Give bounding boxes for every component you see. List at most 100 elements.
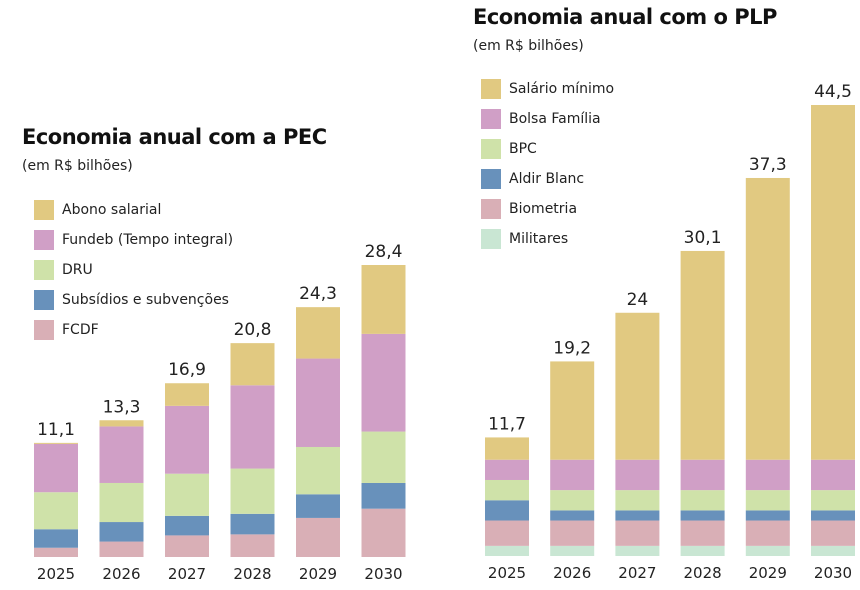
bar-segment-militares-2027: [615, 545, 660, 556]
bar-segment-militares-2026: [550, 545, 595, 556]
bar-segment-bpc-2026: [550, 490, 595, 511]
bar-segment-aldir-blanc-2027: [615, 510, 660, 521]
bar-segment-abono-salarial-2026: [99, 420, 144, 427]
bar-segment-fundeb-tempo-integral-2026: [99, 426, 144, 483]
bar-segment-fundeb-tempo-integral-2025: [34, 443, 78, 493]
bar-segment-bpc-2029: [745, 490, 790, 511]
bar-segment-bolsa-familia-2026: [550, 459, 595, 491]
total-label: 19,2: [553, 338, 591, 358]
bar-segment-bolsa-familia-2028: [680, 459, 725, 491]
legend-swatch: [34, 260, 54, 280]
legend-swatch: [481, 199, 501, 219]
legend-label: Bolsa Família: [509, 111, 601, 127]
x-tick-label: 2026: [553, 564, 591, 582]
bar-segment-fcdf-2030: [361, 508, 406, 557]
x-tick-label: 2030: [814, 564, 852, 582]
x-tick-label: 2025: [37, 565, 75, 583]
x-tick-label: 2029: [299, 565, 337, 583]
total-label: 11,7: [488, 414, 526, 434]
total-label: 11,1: [37, 420, 75, 440]
legend-swatch: [34, 230, 54, 250]
bar-segment-dru-2028: [230, 468, 275, 514]
legend-swatch: [481, 139, 501, 159]
bar-segment-subsidios-e-subvencoes-2026: [99, 522, 144, 542]
legend-label: Subsídios e subvenções: [62, 292, 229, 308]
bar-segment-aldir-blanc-2025: [485, 500, 529, 521]
bar-segment-aldir-blanc-2030: [811, 510, 855, 521]
pec-legend: Abono salarial Fundeb (Tempo integral) DRU…: [34, 195, 233, 345]
bar-segment-fcdf-2025: [34, 547, 78, 557]
x-tick-label: 2025: [488, 564, 526, 582]
bar-segment-biometria-2030: [811, 520, 855, 546]
total-label: 24,3: [299, 284, 337, 304]
bar-segment-salario-minimo-2027: [615, 312, 660, 460]
legend-label: Fundeb (Tempo integral): [62, 232, 234, 248]
legend-swatch: [34, 290, 54, 310]
bar-segment-bolsa-familia-2027: [615, 459, 660, 491]
legend-label: FCDF: [62, 322, 99, 338]
bar-segment-dru-2029: [296, 446, 340, 495]
bar-segment-dru-2030: [361, 431, 406, 483]
legend-label: Militares: [509, 231, 569, 247]
bar-segment-fcdf-2026: [99, 541, 144, 557]
legend-item-bolsa-familia: Bolsa Família: [481, 104, 614, 134]
bar-segment-aldir-blanc-2029: [745, 510, 790, 521]
pec-subtitle: (em R$ bilhões): [22, 158, 133, 174]
total-label: 24: [627, 290, 649, 310]
legend-item-salario-minimo: Salário mínimo: [481, 74, 614, 104]
bar-segment-aldir-blanc-2026: [550, 510, 595, 521]
bar-segment-salario-minimo-2030: [811, 105, 855, 460]
bar-segment-biometria-2028: [680, 520, 725, 546]
legend-item-fundeb-tempo-integral: Fundeb (Tempo integral): [34, 225, 233, 255]
legend-label: Aldir Blanc: [509, 171, 585, 187]
bar-segment-salario-minimo-2028: [680, 250, 725, 460]
bar-segment-subsidios-e-subvencoes-2025: [34, 529, 78, 548]
bar-segment-fundeb-tempo-integral-2028: [230, 385, 275, 469]
bar-segment-bolsa-familia-2029: [745, 459, 790, 491]
plp-title: Economia anual com o PLP: [473, 5, 777, 29]
total-label: 13,3: [103, 397, 141, 417]
bar-segment-bolsa-familia-2025: [485, 459, 529, 480]
pec-title: Economia anual com a PEC: [22, 125, 327, 149]
bar-segment-abono-salarial-2030: [361, 265, 406, 334]
legend-item-fcdf: FCDF: [34, 315, 233, 345]
x-tick-label: 2027: [168, 565, 206, 583]
bar-segment-fcdf-2029: [296, 517, 340, 557]
bar-segment-bpc-2027: [615, 490, 660, 511]
legend-item-biometria: Biometria: [481, 194, 614, 224]
legend-swatch: [34, 200, 54, 220]
x-tick-label: 2028: [684, 564, 722, 582]
bar-segment-bpc-2030: [811, 490, 855, 511]
legend-swatch: [481, 229, 501, 249]
legend-swatch: [481, 169, 501, 189]
bar-segment-militares-2030: [811, 545, 855, 556]
legend-item-aldir-blanc: Aldir Blanc: [481, 164, 614, 194]
bar-segment-fcdf-2028: [230, 534, 275, 557]
legend-label: Salário mínimo: [509, 81, 615, 97]
legend-label: DRU: [62, 262, 93, 278]
bar-segment-biometria-2029: [745, 520, 790, 546]
bar-segment-fundeb-tempo-integral-2027: [165, 405, 209, 474]
plp-subtitle: (em R$ bilhões): [473, 38, 584, 54]
bar-segment-abono-salarial-2028: [230, 343, 275, 386]
bar-segment-dru-2026: [99, 482, 144, 523]
legend-label: BPC: [509, 141, 537, 157]
bar-segment-aldir-blanc-2028: [680, 510, 725, 521]
x-tick-label: 2028: [233, 565, 271, 583]
total-label: 44,5: [814, 82, 852, 102]
bar-segment-militares-2028: [680, 545, 725, 556]
legend-item-bpc: BPC: [481, 134, 614, 164]
legend-swatch: [34, 320, 54, 340]
bar-segment-biometria-2025: [485, 520, 529, 546]
bar-segment-salario-minimo-2025: [485, 437, 529, 460]
bar-segment-dru-2027: [165, 473, 209, 516]
legend-item-abono-salarial: Abono salarial: [34, 195, 233, 225]
bar-segment-subsidios-e-subvencoes-2027: [165, 515, 209, 536]
bar-segment-subsidios-e-subvencoes-2030: [361, 482, 406, 509]
bar-segment-biometria-2027: [615, 520, 660, 546]
total-label: 30,1: [684, 228, 722, 248]
bar-segment-salario-minimo-2029: [745, 177, 790, 460]
bar-segment-bpc-2028: [680, 490, 725, 511]
